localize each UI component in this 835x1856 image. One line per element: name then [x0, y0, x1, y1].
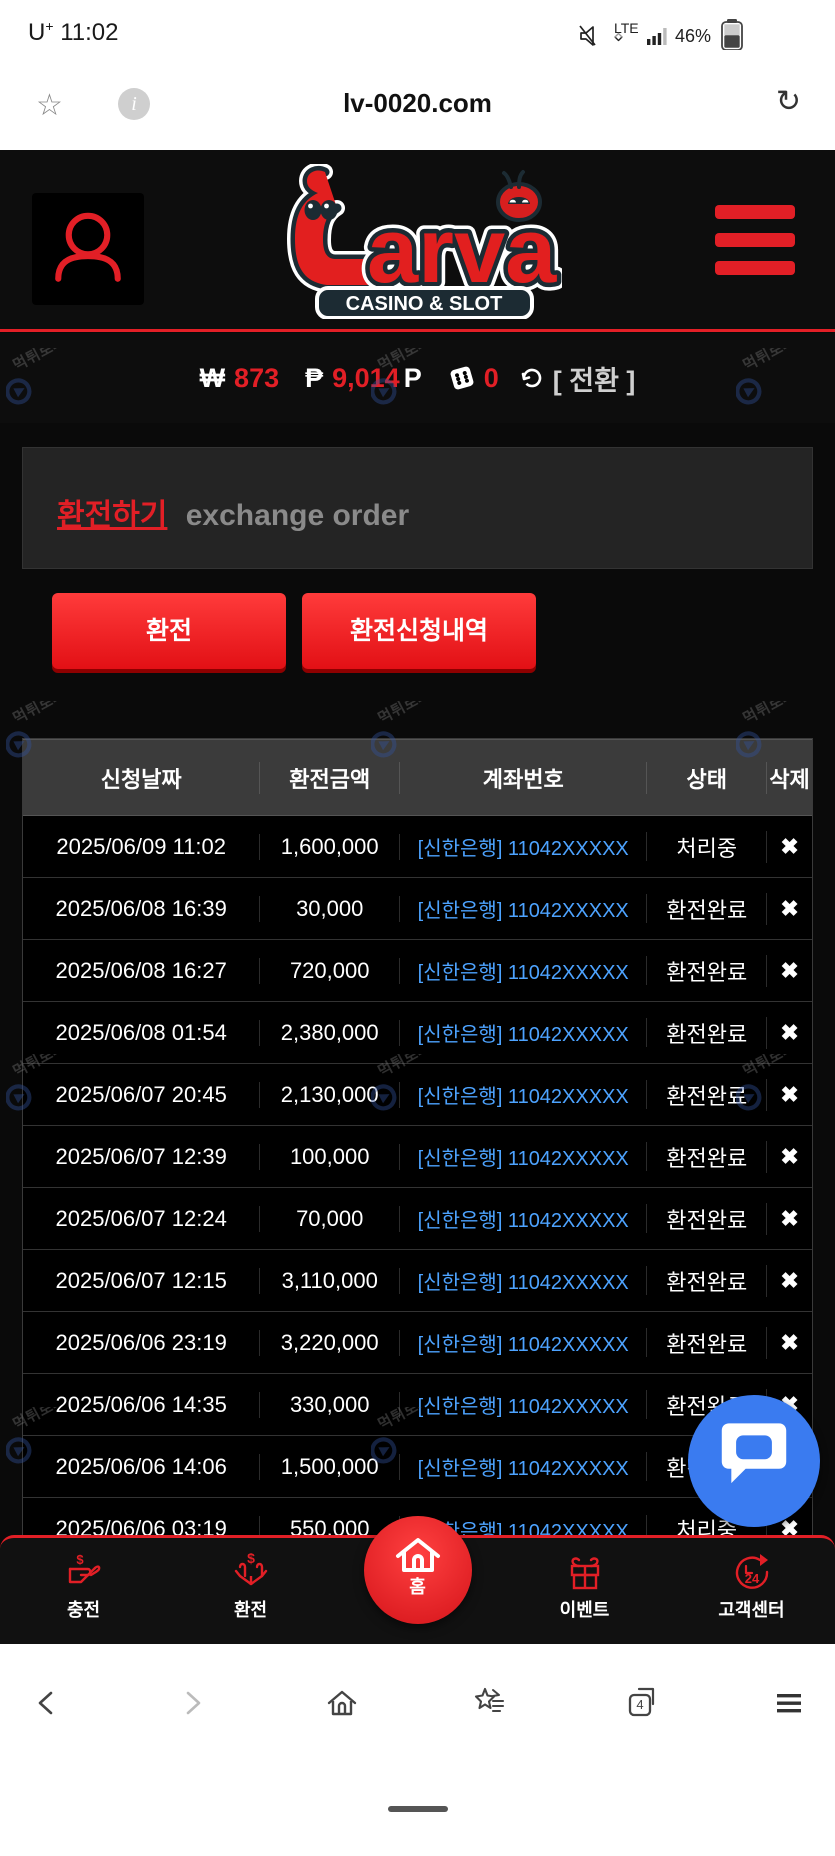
- svg-text:46%: 46%: [675, 26, 711, 46]
- svg-text:먹튀로롸: 먹튀로롸: [740, 701, 799, 727]
- svg-text:24: 24: [744, 1571, 759, 1586]
- svg-text:$: $: [76, 1552, 84, 1567]
- svg-text:4: 4: [636, 1697, 643, 1712]
- svg-text:먹튀로롸: 먹튀로롸: [375, 701, 434, 727]
- svg-text:$: $: [247, 1552, 255, 1566]
- svg-text:CASINO & SLOT: CASINO & SLOT: [346, 293, 503, 315]
- svg-text:먹튀로롸: 먹튀로롸: [10, 701, 69, 727]
